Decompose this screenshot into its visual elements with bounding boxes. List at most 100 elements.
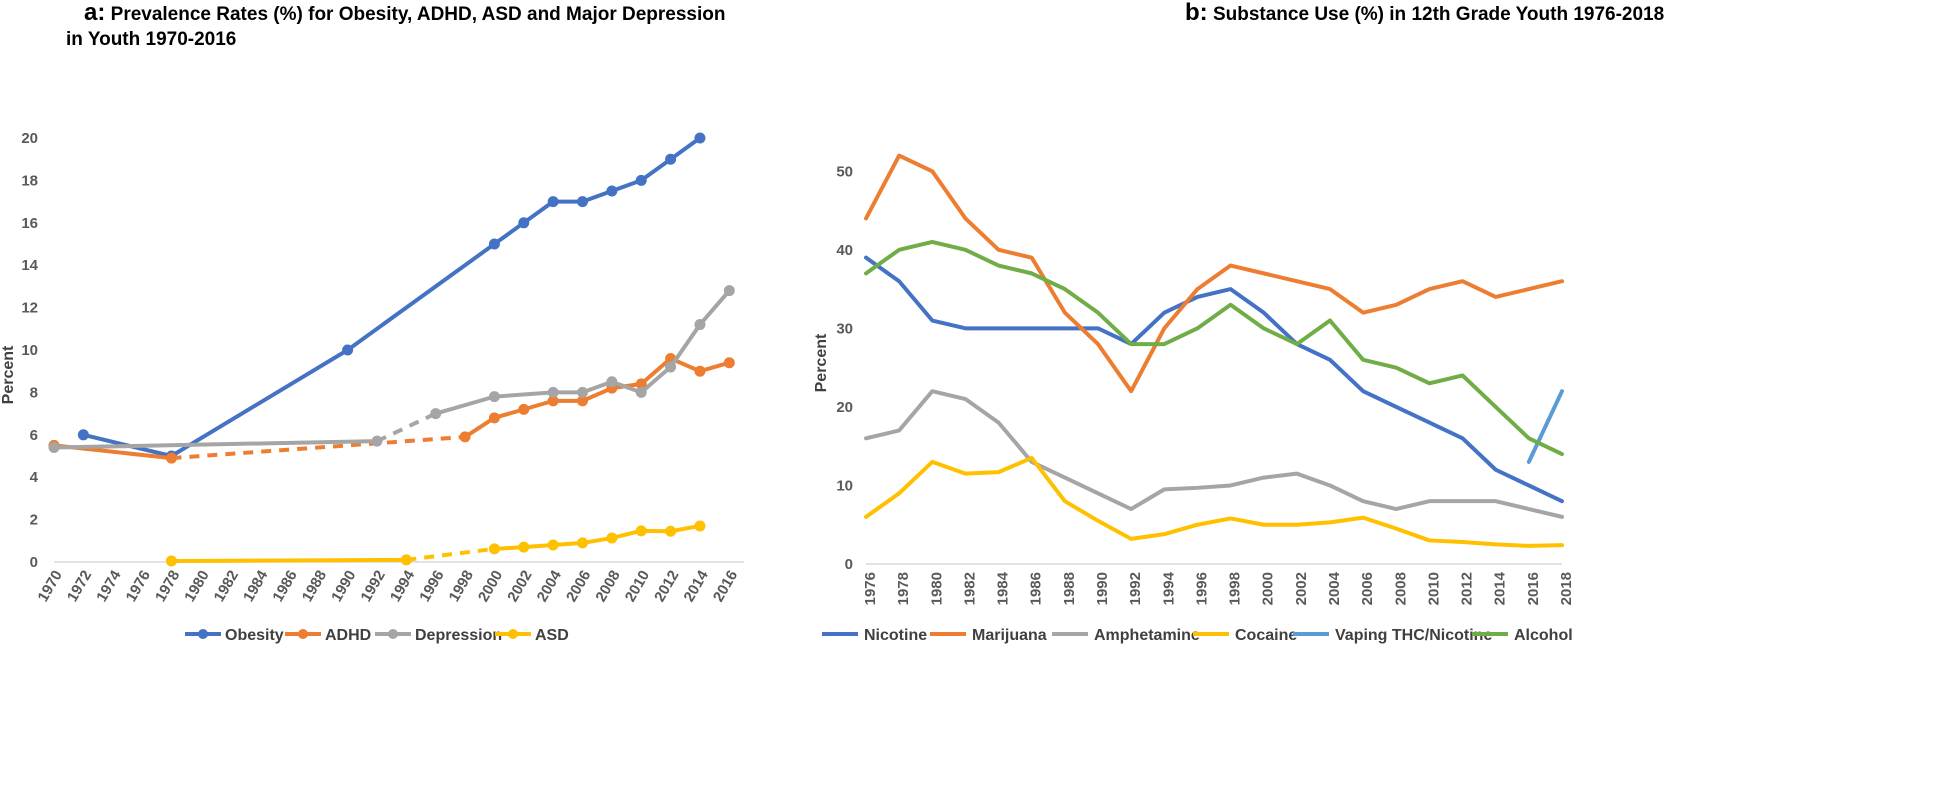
chart-b-x-tick: 2010 (1425, 572, 1442, 605)
panel-b-title-text: Substance Use (%) in 12th Grade Youth 19… (1212, 4, 1665, 25)
chart-a-point-depression (694, 319, 706, 331)
chart-a-point-obesity (606, 185, 618, 197)
chart-a-point-adhd (518, 403, 530, 415)
chart-a-point-depression (430, 408, 442, 420)
chart-a-legend-marker-obesity (198, 629, 208, 639)
chart-a-point-asd (694, 520, 706, 532)
chart-a-y-tick: 0 (30, 554, 38, 571)
chart-a-series-asd-solid-line (169, 557, 409, 563)
chart-a-point-asd (577, 537, 589, 549)
chart-b-x-tick: 1982 (961, 572, 978, 605)
panel-b-title: b: Substance Use (%) in 12th Grade Youth… (1185, 0, 1664, 27)
chart-a-point-obesity (665, 153, 677, 165)
chart-b-y-tick: 0 (845, 556, 853, 573)
chart-b-y-tick: 50 (836, 163, 853, 180)
chart-b-legend-label-alcohol: Alcohol (1514, 627, 1573, 644)
chart-a-point-depression (488, 391, 500, 403)
chart-a-legend-marker-asd (508, 629, 518, 639)
panel-a-letter: a (84, 0, 98, 26)
chart-a-y-tick: 4 (30, 469, 39, 486)
chart-a-point-depression (635, 386, 647, 398)
chart-a-point-obesity (488, 238, 500, 250)
chart-a-point-depression (547, 386, 559, 398)
chart-a-y-tick: 2 (30, 512, 38, 529)
chart-a: 0246810121416182019701972197419761978198… (0, 130, 744, 644)
chart-a-series-depression-dashed-line (376, 411, 437, 443)
chart-b-series-nicotine-line (864, 255, 1564, 504)
chart-a-y-tick: 6 (30, 427, 38, 444)
chart-b-x-tick: 2012 (1459, 572, 1476, 605)
chart-b-x-tick: 2002 (1293, 572, 1310, 605)
chart-a-series-depression-solid-line (52, 439, 379, 450)
chart-b-x-tick: 2014 (1492, 571, 1509, 605)
chart-b-x-tick: 2004 (1326, 571, 1343, 605)
chart-b-series-vaping-thc-nicotine-line (1526, 389, 1564, 464)
chart-a-point-obesity (77, 429, 89, 441)
chart-b-y-tick: 40 (836, 242, 853, 259)
chart-a-legend-label-obesity: Obesity (225, 627, 284, 644)
chart-a-point-adhd (694, 365, 706, 377)
chart-a-point-asd (635, 525, 647, 537)
chart-a-series-asd-dashed-line (406, 546, 495, 562)
chart-b-series-alcohol-line (864, 239, 1564, 457)
chart-a-series-adhd-solid-line (463, 356, 732, 439)
chart-b-y-tick: 10 (836, 477, 853, 494)
chart-a-legend-label-adhd: ADHD (325, 627, 371, 644)
chart-a-point-asd (518, 541, 530, 553)
panel-a-colon: : (97, 0, 106, 26)
chart-b-series-amphetamine-line (864, 389, 1564, 519)
chart-b-x-tick: 1994 (1160, 571, 1177, 605)
chart-a-legend-label-asd: ASD (535, 627, 569, 644)
chart-a-y-tick: 16 (21, 215, 38, 232)
chart-a-point-obesity (577, 196, 589, 208)
chart-a-y-tick: 12 (21, 300, 38, 317)
chart-a-series-adhd-dashed-line (171, 434, 466, 461)
chart-a-y-tick: 20 (21, 130, 38, 147)
chart-a-point-asd (547, 539, 559, 551)
panel-a-title-line2: in Youth 1970-2016 (66, 29, 237, 50)
chart-a-point-depression (606, 376, 618, 388)
panel-b-letter: b (1185, 0, 1200, 26)
chart-b-x-tick: 1980 (928, 572, 945, 605)
chart-b-y-axis-title: Percent (813, 333, 830, 392)
chart-b-x-tick: 1984 (995, 571, 1012, 605)
chart-b-legend-label-cocaine: Cocaine (1235, 627, 1297, 644)
chart-a-y-axis-title: Percent (0, 345, 17, 404)
panel-a-title-line1: a: Prevalence Rates (%) for Obesity, ADH… (84, 0, 726, 27)
chart-a-point-obesity (518, 217, 530, 229)
chart-a-legend-label-depression: Depression (415, 627, 502, 644)
chart-a-point-obesity (635, 174, 647, 186)
chart-a-y-tick: 10 (21, 342, 38, 359)
chart-a-point-obesity (547, 196, 559, 208)
panel-a-title: a: Prevalence Rates (%) for Obesity, ADH… (66, 0, 726, 52)
chart-b-x-tick: 2006 (1359, 572, 1376, 605)
chart-a-y-tick: 8 (30, 384, 38, 401)
chart-a-point-asd (400, 554, 412, 566)
chart-a-point-depression (577, 386, 589, 398)
chart-a-legend-marker-depression (388, 629, 398, 639)
chart-b-x-tick: 1988 (1061, 572, 1078, 605)
chart-a-y-tick: 14 (21, 257, 38, 274)
chart-a-point-depression (371, 435, 383, 447)
chart-b-x-tick: 1996 (1193, 572, 1210, 605)
chart-a-point-asd (665, 525, 677, 537)
chart-b-x-tick: 1990 (1094, 572, 1111, 605)
chart-a-y-tick: 18 (21, 172, 38, 189)
chart-a-point-adhd (488, 412, 500, 424)
chart-b-legend-label-amphetamine: Amphetamine (1094, 627, 1200, 644)
panel-a-title-text: Prevalence Rates (%) for Obesity, ADHD, … (110, 4, 726, 25)
chart-a-point-adhd (723, 357, 735, 369)
chart-b-x-tick: 2016 (1525, 572, 1542, 605)
chart-b-x-tick: 2008 (1392, 572, 1409, 605)
chart-b-x-tick: 2000 (1260, 572, 1277, 605)
chart-b-y-tick: 30 (836, 320, 853, 337)
chart-a-point-asd (488, 543, 500, 555)
chart-a-point-depression (665, 361, 677, 373)
panel-b-colon: : (1199, 0, 1208, 26)
chart-a-point-depression (48, 442, 60, 454)
chart-b-series-cocaine-line (864, 455, 1564, 548)
chart-a-point-obesity (342, 344, 354, 356)
chart-b-x-tick: 1976 (862, 572, 879, 605)
chart-a-legend-marker-adhd (298, 629, 308, 639)
